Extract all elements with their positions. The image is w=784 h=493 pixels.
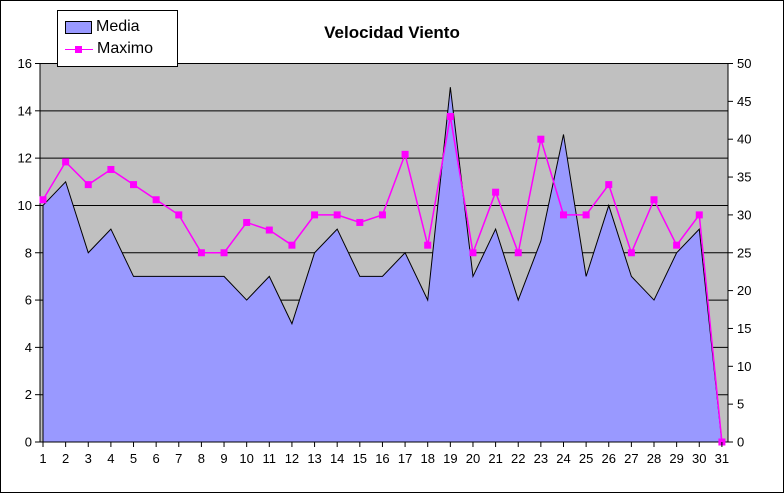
maximo-marker [84,181,92,189]
maximo-marker [627,249,635,257]
maximo-marker [197,249,205,257]
maximo-marker [107,165,115,173]
maximo-marker [378,211,386,219]
x-axis-label: 21 [488,451,502,466]
right-axis-label: 50 [737,56,751,71]
x-axis-label: 8 [198,451,205,466]
maximo-marker [152,196,160,204]
maximo-marker [695,211,703,219]
right-axis-label: 0 [737,435,744,450]
maximo-marker [605,181,613,189]
maximo-marker [265,226,273,234]
left-axis-label: 16 [18,56,32,71]
maximo-marker [401,150,409,158]
maximo-marker [650,196,658,204]
maximo-marker [175,211,183,219]
maximo-marker [537,135,545,143]
maximo-marker [333,211,341,219]
right-axis-label: 10 [737,359,751,374]
right-axis-label: 35 [737,170,751,185]
x-axis-label: 23 [534,451,548,466]
maximo-marker [492,188,500,196]
right-axis-label: 30 [737,207,751,222]
right-axis-label: 15 [737,321,751,336]
left-axis-label: 14 [18,103,32,118]
maximo-marker [424,241,432,249]
x-axis-label: 2 [62,451,69,466]
maximo-marker [62,158,70,166]
x-axis-label: 16 [375,451,389,466]
left-axis-label: 10 [18,198,32,213]
x-axis-label: 4 [107,451,114,466]
left-axis-label: 4 [25,340,32,355]
maximo-marker [446,112,454,120]
left-axis-label: 0 [25,435,32,450]
x-axis-label: 20 [466,451,480,466]
x-axis-label: 19 [443,451,457,466]
x-axis-label: 26 [602,451,616,466]
maximo-marker [39,196,47,204]
x-axis-label: 25 [579,451,593,466]
legend-label-media: Media [96,18,140,35]
x-axis-label: 7 [175,451,182,466]
x-axis-label: 11 [263,451,277,466]
x-axis-label: 27 [624,451,638,466]
legend-item-maximo[interactable]: Maximo [65,38,171,60]
maximo-marker [514,249,522,257]
x-axis-label: 18 [420,451,434,466]
chart-title: Velocidad Viento [324,23,460,42]
left-axis-label: 2 [25,387,32,402]
x-axis-label: 29 [669,451,683,466]
x-axis-label: 22 [511,451,525,466]
right-axis-label: 25 [737,245,751,260]
x-axis-label: 15 [353,451,367,466]
maximo-line-swatch-icon [65,43,93,56]
right-axis-label: 20 [737,283,751,298]
maximo-marker [220,249,228,257]
left-axis-label: 8 [25,245,32,260]
media-area-swatch-icon [65,20,92,34]
x-axis-label: 28 [647,451,661,466]
x-axis-label: 24 [556,451,570,466]
x-axis-label: 5 [130,451,137,466]
right-axis-label: 45 [737,94,751,109]
maximo-marker [243,218,251,226]
maximo-marker [559,211,567,219]
x-axis-label: 1 [39,451,46,466]
media-area-series [42,87,723,443]
x-axis-label: 12 [285,451,299,466]
legend-item-media[interactable]: Media [65,16,171,38]
maximo-marker [288,241,296,249]
x-axis-label: 3 [85,451,92,466]
x-axis-label: 30 [692,451,706,466]
right-axis-label: 5 [737,397,744,412]
maximo-marker [356,218,364,226]
x-axis-label: 6 [153,451,160,466]
maximo-marker [582,211,590,219]
maximo-marker [673,241,681,249]
x-axis-label: 13 [307,451,321,466]
x-axis-label: 31 [715,451,729,466]
right-axis-label: 40 [737,132,751,147]
x-axis-label: 10 [239,451,253,466]
maximo-marker [311,211,319,219]
left-axis-label: 6 [25,293,32,308]
x-axis-label: 17 [398,451,412,466]
left-axis-label: 12 [18,151,32,166]
maximo-marker [469,249,477,257]
maximo-marker [130,181,138,189]
x-axis-label: 14 [330,451,344,466]
legend-label-maximo: Maximo [97,40,154,57]
legend: Media Maximo [57,10,178,67]
x-axis-label: 9 [220,451,227,466]
